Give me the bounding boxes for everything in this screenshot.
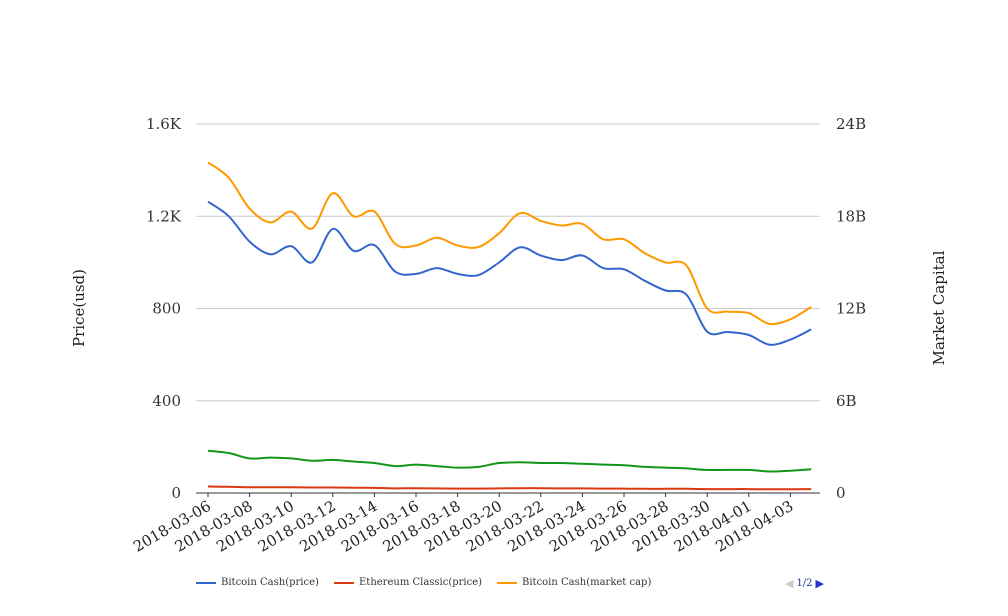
legend-label: Bitcoin Cash(price) (221, 577, 319, 588)
right-y-axis: 0 6B 12B 18B 24B (836, 115, 866, 502)
right-axis-title: Market Capital (930, 250, 948, 365)
legend-label: Ethereum Classic(price) (359, 577, 483, 588)
left-tick-label: 1.2K (146, 207, 182, 225)
left-y-axis: 0 400 800 1.2K 1.6K (146, 115, 182, 502)
legend-pager: ◀ 1/2 ▶ (785, 577, 824, 590)
series-line-bitcoin-cash-market-cap (207, 161, 812, 326)
right-tick-label: 18B (836, 207, 866, 225)
legend-item-ethereum-classic-price[interactable]: Ethereum Classic(price) (334, 577, 482, 588)
right-tick-label: 6B (836, 392, 857, 410)
legend-label: Bitcoin Cash(market cap) (522, 577, 652, 588)
gridlines (196, 123, 820, 494)
triangle-left-icon[interactable]: ◀ (784, 577, 794, 590)
right-tick-label: 0 (836, 484, 846, 502)
left-tick-label: 0 (171, 484, 181, 502)
series-lines (207, 161, 812, 491)
series-line-ethereum-classic-market-cap (207, 449, 812, 473)
series-line-bitcoin-cash-price (207, 200, 812, 346)
legend-swatch (497, 581, 517, 584)
triangle-right-icon[interactable]: ▶ (815, 577, 824, 590)
legend-swatch (334, 581, 354, 584)
legend: Bitcoin Cash(price) Ethereum Classic(pri… (196, 577, 836, 593)
left-tick-label: 800 (152, 300, 181, 318)
right-tick-label: 24B (836, 115, 866, 133)
right-tick-label: 12B (836, 300, 866, 318)
legend-swatch (196, 581, 216, 584)
left-tick-label: 1.6K (146, 115, 182, 133)
x-axis: 2018-03-062018-03-082018-03-102018-03-12… (130, 493, 796, 556)
left-axis-title: Price(usd) (70, 269, 88, 347)
legend-item-bitcoin-cash-market-cap[interactable]: Bitcoin Cash(market cap) (497, 577, 651, 588)
series-line-ethereum-classic-price (207, 485, 812, 491)
legend-page-label: 1/2 (796, 578, 813, 589)
left-tick-label: 400 (152, 392, 181, 410)
legend-item-bitcoin-cash-price[interactable]: Bitcoin Cash(price) (196, 577, 319, 588)
